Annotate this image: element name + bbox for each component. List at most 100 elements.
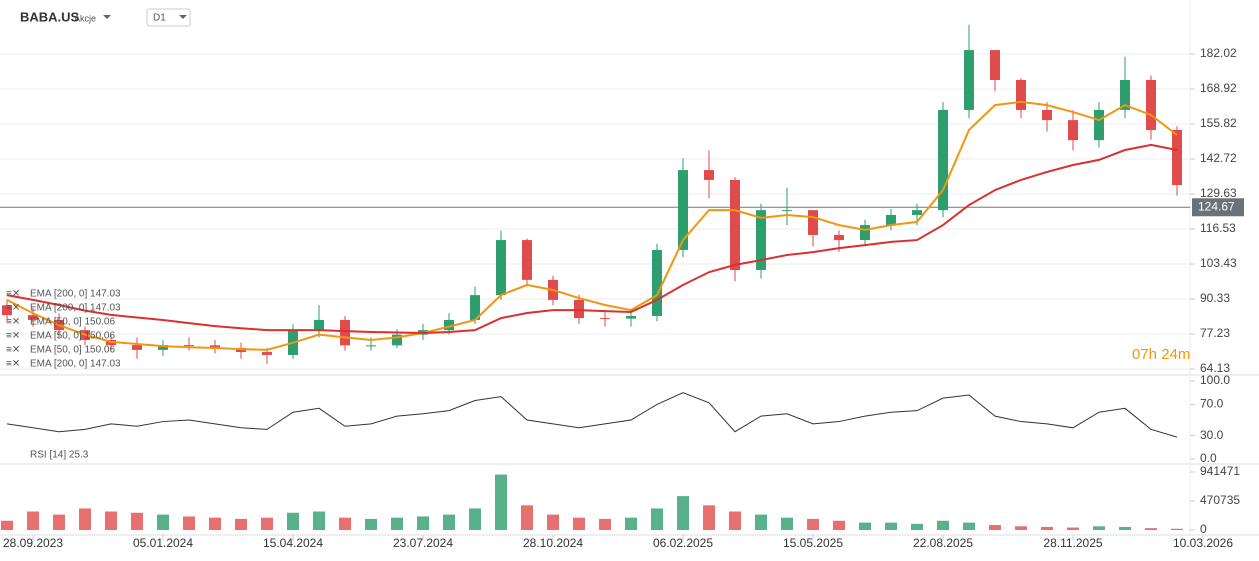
y-tick-label: 470735 <box>1200 493 1240 507</box>
candle-body <box>496 240 506 296</box>
volume-bar <box>79 508 91 530</box>
volume-bar <box>209 517 221 530</box>
x-tick-label: 28.11.2025 <box>1043 536 1102 550</box>
volume-bar <box>521 505 533 530</box>
symbol-dropdown[interactable] <box>103 15 111 19</box>
countdown: 07h 24m <box>1132 346 1190 363</box>
indicator-label: EMA [200, 0] 147.03 <box>30 303 121 314</box>
y-tick-label: 129.63 <box>1200 186 1237 200</box>
candle-body <box>1120 80 1130 110</box>
candle-body <box>626 315 636 319</box>
volume-bar <box>157 514 169 530</box>
volume-bar <box>989 525 1001 530</box>
volume-bar <box>1 520 13 530</box>
volume-bar <box>287 512 299 530</box>
candle-body <box>912 210 922 215</box>
x-tick-label: 05.01.2024 <box>133 536 193 550</box>
y-tick-label: 116.53 <box>1200 221 1236 235</box>
candle-body <box>1016 80 1026 110</box>
volume-bar <box>781 517 793 530</box>
x-tick-label: 15.05.2025 <box>783 536 843 550</box>
volume-bar <box>599 518 611 530</box>
volume-bar <box>1041 526 1053 530</box>
y-tick-label: 100.0 <box>1200 373 1230 387</box>
candle-body <box>1094 109 1104 141</box>
y-tick-label: 90.33 <box>1200 291 1230 305</box>
volume-bar <box>183 516 195 530</box>
indicator-controls[interactable]: ≡✕ <box>6 289 20 300</box>
indicator-controls[interactable]: ≡✕ <box>6 345 20 356</box>
candle-body <box>782 210 792 212</box>
volume-bar <box>235 518 247 530</box>
y-tick-label: 182.02 <box>1200 46 1237 60</box>
symbol[interactable]: BABA.US <box>20 9 80 24</box>
x-tick-label: 28.09.2023 <box>3 536 63 550</box>
volume-bar <box>651 508 663 530</box>
volume-bar <box>131 512 143 530</box>
interval-select[interactable] <box>146 8 191 27</box>
candle-body <box>600 318 610 320</box>
y-tick-label: 168.92 <box>1200 81 1237 95</box>
candle-body <box>522 240 532 280</box>
indicator-controls[interactable]: ≡✕ <box>6 303 20 314</box>
candle-body <box>704 170 714 180</box>
volume-bar <box>911 523 923 530</box>
x-tick-label: 22.08.2025 <box>913 536 973 550</box>
candle-body <box>314 319 324 331</box>
candle-body <box>262 352 272 355</box>
candle-body <box>210 345 220 349</box>
candle-body <box>756 210 766 270</box>
x-tick-label: 10.03.2026 <box>1173 536 1233 550</box>
instrument-kind: Akcje <box>74 13 96 23</box>
y-tick-label: 941471 <box>1200 464 1240 478</box>
last-price-box <box>1192 198 1244 217</box>
candle-body <box>1068 120 1078 141</box>
indicator-controls[interactable]: ≡✕ <box>6 317 20 328</box>
candle-body <box>340 319 350 346</box>
volume-bar <box>313 511 325 530</box>
volume-bar <box>105 511 117 530</box>
volume-bar <box>417 516 429 530</box>
candle-body <box>444 319 454 331</box>
last-price-label: 124.67 <box>1198 199 1235 213</box>
volume-bar <box>937 520 949 530</box>
y-tick-label: 0 <box>1200 522 1207 536</box>
candle-body <box>470 295 480 320</box>
volume-bar <box>27 511 39 530</box>
interval: D1 <box>153 13 166 24</box>
candle-body <box>2 305 12 316</box>
ema-line <box>6 100 1178 351</box>
volume-bar <box>261 517 273 530</box>
volume-bar <box>729 511 741 530</box>
candle-body <box>730 179 740 270</box>
volume-bar <box>547 514 559 530</box>
indicator-controls[interactable]: ≡✕ <box>6 359 20 370</box>
y-tick-label: 155.82 <box>1200 116 1237 130</box>
volume-bar <box>755 514 767 530</box>
candle-body <box>392 334 402 346</box>
volume-bar <box>833 520 845 530</box>
x-tick-label: 06.02.2025 <box>653 536 713 550</box>
volume-bar <box>1145 528 1157 530</box>
volume-bar <box>807 518 819 530</box>
interval-dropdown[interactable] <box>179 15 187 19</box>
x-tick-label: 28.10.2024 <box>523 536 583 550</box>
candle-body <box>574 299 584 319</box>
y-tick-label: 77.23 <box>1200 326 1230 340</box>
volume-bar <box>1015 526 1027 530</box>
y-tick-label: 30.0 <box>1200 428 1224 442</box>
x-tick-label: 15.04.2024 <box>263 536 323 550</box>
candle-body <box>938 109 948 211</box>
candle-body <box>132 345 142 350</box>
indicator-controls[interactable]: ≡✕ <box>6 331 20 342</box>
candle-body <box>808 210 818 235</box>
volume-bar <box>703 505 715 530</box>
y-tick-label: 70.0 <box>1200 397 1224 411</box>
candle-body <box>886 214 896 226</box>
volume-bar <box>625 517 637 530</box>
candle-body <box>990 50 1000 81</box>
y-tick-label: 103.43 <box>1200 256 1237 270</box>
candle-body <box>834 234 844 241</box>
candle-body <box>158 345 168 350</box>
